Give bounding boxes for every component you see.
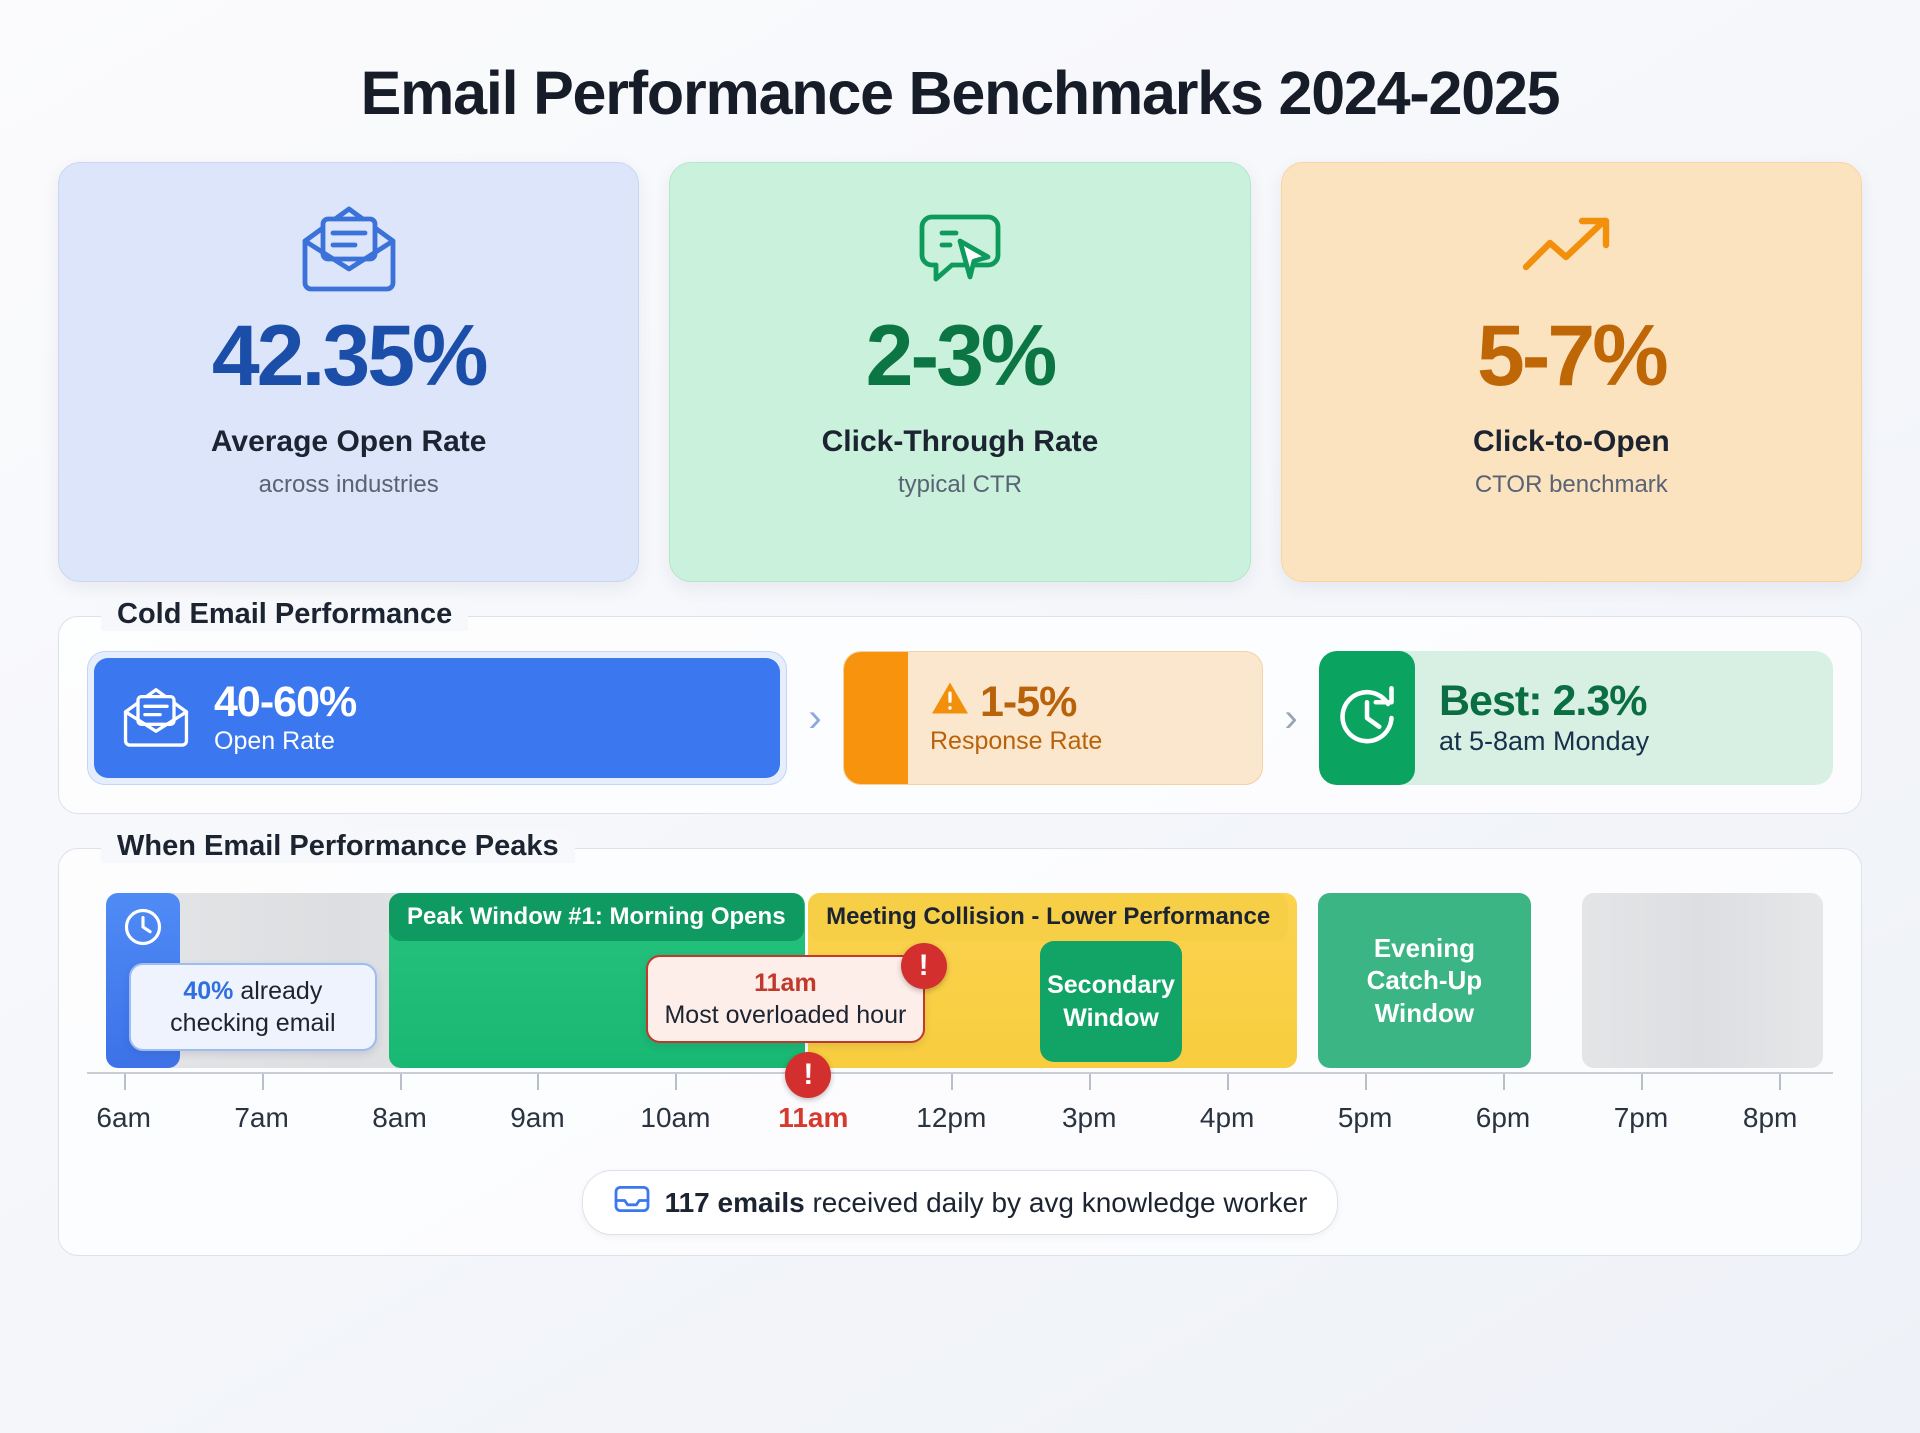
- overload-text: Most overloaded hour: [664, 1001, 907, 1029]
- stat-card-open-rate: 42.35% Average Open Rate across industri…: [58, 162, 640, 582]
- open-envelope-icon: [120, 684, 192, 753]
- tick-label-6am: 6am: [96, 1102, 151, 1133]
- footer-strong: 117 emails: [664, 1186, 805, 1218]
- pipeline-value: Best: 2.3%: [1439, 676, 1647, 725]
- early-callout-rest: already: [233, 977, 323, 1005]
- overload-badge-axis: !: [785, 1052, 832, 1098]
- tick-label-10am: 10am: [640, 1102, 711, 1133]
- tick-label-8pm: 8pm: [1742, 1102, 1798, 1133]
- early-checking-callout: 40% already checking email: [128, 963, 377, 1051]
- secondary-window-label: Secondary Window: [1047, 971, 1175, 1032]
- timeline-tick-labels: 6am 7am 8am 9am 10am 11am 12pm 3pm 4pm 5…: [87, 1102, 1833, 1148]
- axis-tick: [675, 1074, 678, 1090]
- warning-triangle-icon: [930, 680, 970, 725]
- click-cursor-icon: [908, 193, 1012, 301]
- trend-up-arrow-icon: [1516, 193, 1626, 301]
- chevron-right-icon-1: ›: [808, 695, 822, 740]
- cold-email-legend: Cold Email Performance: [101, 598, 469, 631]
- pipeline-value: 40-60%: [214, 677, 357, 726]
- stat-value: 5-7%: [1476, 308, 1669, 404]
- axis-tick: [1640, 1074, 1643, 1090]
- stat-label: Average Open Rate: [210, 425, 487, 458]
- tick-label-12pm: 12pm: [916, 1102, 987, 1133]
- clock-icon: [121, 905, 165, 954]
- tick-label-3pm: 3pm: [1061, 1102, 1117, 1133]
- stat-card-ctr: 2-3% Click-Through Rate typical CTR: [669, 162, 1251, 582]
- page-title: Email Performance Benchmarks 2024-2025: [360, 59, 1561, 127]
- timeline-bands: Peak Window #1: Morning Opens Meeting Co…: [87, 893, 1833, 1068]
- overload-time: 11am: [754, 969, 817, 997]
- axis-tick: [1503, 1074, 1505, 1090]
- timeline-axis: !: [87, 1052, 1833, 1098]
- clock-rotate-icon: [1319, 651, 1415, 785]
- idle-band-evening: [1581, 893, 1823, 1068]
- early-callout-strong: 40%: [183, 977, 234, 1005]
- tick-label-11am: 11am: [778, 1102, 849, 1133]
- stat-card-row: 42.35% Average Open Rate across industri…: [58, 162, 1862, 582]
- axis-tick: [123, 1074, 126, 1090]
- axis-tick: [1089, 1074, 1092, 1090]
- stat-value: 2-3%: [865, 308, 1058, 404]
- chevron-right-icon-2: ›: [1284, 695, 1298, 740]
- daily-email-footer: 117 emails received daily by avg knowled…: [581, 1170, 1339, 1235]
- axis-tick: [537, 1074, 540, 1090]
- evening-line-2: Catch-Up: [1366, 965, 1483, 996]
- evening-line-3: Window: [1374, 997, 1475, 1028]
- timeline-legend: When Email Performance Peaks: [101, 830, 575, 863]
- tick-label-6pm: 6pm: [1475, 1102, 1531, 1133]
- pipeline-caption: Response Rate: [930, 727, 1103, 756]
- secondary-window-block[interactable]: Secondary Window: [1040, 941, 1182, 1062]
- axis-tick: [951, 1074, 954, 1090]
- morning-peak-header: Peak Window #1: Morning Opens: [389, 893, 804, 941]
- cold-email-pipeline: 40-60% Open Rate ›: [87, 651, 1833, 785]
- tick-label-7am: 7am: [234, 1102, 289, 1133]
- axis-tick: [1227, 1074, 1230, 1090]
- pipeline-caption: at 5-8am Monday: [1439, 726, 1650, 757]
- tick-label-4pm: 4pm: [1199, 1102, 1255, 1133]
- morning-peak-band[interactable]: Peak Window #1: Morning Opens: [389, 893, 805, 1068]
- pipeline-value-row: 1-5%: [930, 677, 1102, 726]
- cold-email-panel: Cold Email Performance 40-60% Open: [58, 598, 1862, 814]
- axis-tick: [261, 1074, 264, 1090]
- stat-label: Click-to-Open: [1472, 425, 1670, 458]
- orange-accent-bar: [844, 652, 908, 784]
- meeting-collision-header: Meeting Collision - Lower Performance: [808, 893, 1289, 941]
- evening-line-1: Evening: [1373, 932, 1475, 963]
- overloaded-hour-callout: 11am Most overloaded hour: [645, 955, 926, 1043]
- open-envelope-icon: [297, 193, 401, 301]
- stat-label: Click-Through Rate: [821, 425, 1099, 458]
- axis-tick: [1365, 1074, 1368, 1090]
- stat-sublabel: typical CTR: [897, 471, 1022, 498]
- inbox-icon: [613, 1183, 651, 1222]
- pipeline-caption: Open Rate: [214, 727, 335, 756]
- pipeline-step-open-rate[interactable]: 40-60% Open Rate: [87, 651, 787, 785]
- overload-badge-top: !: [900, 943, 947, 989]
- tick-label-8am: 8am: [372, 1102, 427, 1133]
- pipeline-step-best-time[interactable]: Best: 2.3% at 5-8am Monday: [1319, 651, 1833, 785]
- evening-catchup-label: Evening Catch-Up Window: [1318, 893, 1531, 1068]
- timeline-chart: Peak Window #1: Morning Opens Meeting Co…: [87, 893, 1833, 1235]
- stat-value: 42.35%: [211, 308, 489, 404]
- footer-rest: received daily by avg knowledge worker: [804, 1186, 1308, 1218]
- tick-label-7pm: 7pm: [1613, 1102, 1669, 1133]
- stat-card-ctor: 5-7% Click-to-Open CTOR benchmark: [1280, 162, 1862, 582]
- early-callout-line2: checking email: [170, 1009, 336, 1037]
- axis-tick: [399, 1074, 402, 1090]
- pipeline-step-response-rate[interactable]: 1-5% Response Rate: [843, 651, 1263, 785]
- evening-catchup-band[interactable]: Evening Catch-Up Window: [1317, 893, 1531, 1068]
- tick-label-9am: 9am: [510, 1102, 565, 1133]
- pipeline-value: 1-5%: [980, 677, 1077, 726]
- stat-sublabel: across industries: [258, 471, 439, 498]
- stat-sublabel: CTOR benchmark: [1474, 471, 1668, 498]
- axis-tick: [1778, 1074, 1781, 1090]
- tick-label-5pm: 5pm: [1337, 1102, 1393, 1133]
- timeline-panel: When Email Performance Peaks Peak Window…: [58, 830, 1862, 1256]
